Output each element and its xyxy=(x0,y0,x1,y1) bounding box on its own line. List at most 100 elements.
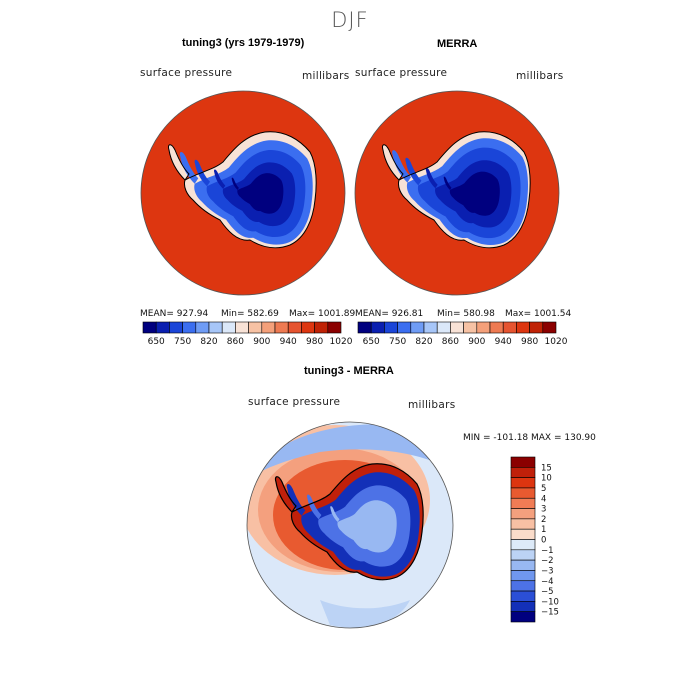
panel-model-max: Max= 1001.89 xyxy=(289,309,356,319)
diff-colorbar-swatch xyxy=(510,508,536,520)
panel-obs-title: MERRA xyxy=(437,38,478,50)
diff-colorbar-tick-label: −4 xyxy=(541,577,554,587)
diff-colorbar-swatch xyxy=(510,539,536,551)
diff-colorbar-tick-label: −15 xyxy=(541,608,559,618)
diff-colorbar-tick-label: 10 xyxy=(541,474,552,484)
panel-model-colorbar-swatch xyxy=(248,321,263,334)
diff-colorbar-swatch xyxy=(510,559,536,571)
panel-obs-colorbar-tick-label: 900 xyxy=(468,337,485,347)
panel-obs-mean: MEAN= 926.81 xyxy=(355,309,424,319)
panel-model-colorbar-swatch xyxy=(261,321,276,334)
panel-obs-colorbar-tick-label: 940 xyxy=(495,337,512,347)
panel-obs-colorbar-tick-label: 1020 xyxy=(545,337,568,347)
diff-colorbar-swatch xyxy=(510,570,536,582)
panel-model-colorbar-swatch xyxy=(274,321,289,334)
panel-obs-colorbar-swatch xyxy=(450,321,464,334)
panel-obs-colorbar-swatch xyxy=(370,321,385,334)
diff-colorbar-swatch xyxy=(510,518,536,530)
panel-model-colorbar-tick-label: 650 xyxy=(148,337,165,347)
diff-panel-minmax: MIN = -101.18 MAX = 130.90 xyxy=(463,433,596,443)
panel-obs-colorbar-tick-label: 980 xyxy=(521,337,538,347)
panel-obs-colorbar-swatch xyxy=(436,321,451,334)
diff-colorbar-swatch xyxy=(510,487,536,499)
panel-model-colorbar-tick-label: 860 xyxy=(227,337,244,347)
diff-colorbar-swatch xyxy=(510,601,536,612)
diff-panel-title: tuning3 - MERRA xyxy=(304,365,394,377)
panel-obs-colorbar-swatch xyxy=(489,321,504,334)
diff-colorbar-tick-label: 1 xyxy=(541,525,546,535)
panel-model-units-label: millibars xyxy=(302,70,350,82)
diff-colorbar-swatch xyxy=(510,497,536,509)
panel-obs-units-label: millibars xyxy=(516,70,564,82)
diff-colorbar-swatch xyxy=(510,467,536,478)
panel-model-colorbar-tick-label: 820 xyxy=(200,337,217,347)
panel-model-colorbar-swatch xyxy=(195,321,210,334)
diff-panel-units-label: millibars xyxy=(408,399,456,411)
panel-model-colorbar-swatch xyxy=(301,321,315,334)
panel-obs-colorbar-swatch xyxy=(397,321,412,334)
panel-obs-colorbar-swatch xyxy=(423,321,438,334)
figure-title: DJF xyxy=(331,8,369,32)
panel-obs-colorbar-swatch xyxy=(410,321,425,334)
panel-model-colorbar-swatch xyxy=(327,321,342,334)
panel-obs-colorbar-swatch xyxy=(357,321,372,334)
panel-obs-colorbar-swatch xyxy=(476,321,491,334)
panel-model-map-border xyxy=(140,90,346,296)
panel-obs-variable-label: surface pressure xyxy=(355,67,448,79)
diff-colorbar-tick-label: 5 xyxy=(541,484,546,494)
panel-model-variable-label: surface pressure xyxy=(140,67,233,79)
diff-colorbar-tick-label: −1 xyxy=(541,546,554,556)
panel-model-title: tuning3 (yrs 1979-1979) xyxy=(182,37,305,49)
diff-colorbar-tick-label: 3 xyxy=(541,505,546,515)
diff-colorbar-tick-label: 0 xyxy=(541,536,546,546)
panel-obs-map-border xyxy=(354,90,560,296)
panel-model-colorbar-tick-label: 1020 xyxy=(330,337,353,347)
diff-colorbar-tick-label: 2 xyxy=(541,515,546,525)
diff-panel-map xyxy=(247,422,453,628)
diff-colorbar-tick-label: −2 xyxy=(541,556,554,566)
diff-colorbar-swatch xyxy=(510,456,536,468)
panel-model-colorbar-swatch xyxy=(287,321,302,334)
panel-model-colorbar-tick-label: 900 xyxy=(253,337,270,347)
panel-model-colorbar-swatch xyxy=(182,321,197,334)
panel-model-colorbar-swatch xyxy=(169,321,183,334)
diff-colorbar-tick-label: 15 xyxy=(541,463,552,473)
panel-obs-colorbar-swatch xyxy=(384,321,398,334)
panel-model-map xyxy=(141,91,345,295)
diff-colorbar-tick-label: −3 xyxy=(541,566,554,576)
panel-model-min: Min= 582.69 xyxy=(221,309,279,319)
panel-model-colorbar-tick-label: 750 xyxy=(174,337,191,347)
diff-colorbar-swatch xyxy=(510,580,536,592)
panel-obs-colorbar-tick-label: 650 xyxy=(363,337,380,347)
diff-colorbar-swatch xyxy=(510,528,536,540)
panel-obs-max: Max= 1001.54 xyxy=(505,309,572,319)
panel-obs-colorbar-swatch xyxy=(463,321,478,334)
diff-colorbar-tick-label: −5 xyxy=(541,587,554,597)
panel-obs-colorbar-tick-label: 820 xyxy=(415,337,432,347)
diff-panel-map-border xyxy=(246,421,454,629)
diff-colorbar-swatch xyxy=(510,611,536,623)
panel-model-mean: MEAN= 927.94 xyxy=(140,309,209,319)
panel-model-colorbar-tick-label: 940 xyxy=(280,337,297,347)
panel-model-colorbar-swatch xyxy=(155,321,170,334)
panel-model-colorbar: 650 750 820 860 900 940 980 1020 xyxy=(142,321,353,347)
panel-obs-colorbar-swatch xyxy=(502,321,517,334)
panel-model-colorbar-swatch xyxy=(142,321,157,334)
panel-obs-colorbar-swatch xyxy=(542,321,557,334)
diff-colorbar-swatch xyxy=(510,549,536,561)
diff-colorbar-tick-label: 4 xyxy=(541,494,546,504)
diff-colorbar-swatch xyxy=(510,477,536,489)
panel-obs-colorbar-tick-label: 860 xyxy=(442,337,459,347)
diff-colorbar-tick-label: −10 xyxy=(541,597,559,607)
diff-panel-variable-label: surface pressure xyxy=(248,396,341,408)
diff-colorbar-swatch xyxy=(510,590,536,602)
panel-model-colorbar-tick-label: 980 xyxy=(306,337,323,347)
panel-model-colorbar-swatch xyxy=(314,321,329,334)
panel-obs-min: Min= 580.98 xyxy=(437,309,495,319)
panel-obs-colorbar-tick-label: 750 xyxy=(389,337,406,347)
panel-model-colorbar-swatch xyxy=(235,321,249,334)
panel-obs-colorbar-swatch xyxy=(529,321,544,334)
panel-obs-colorbar: 650 750 820 860 900 940 980 1020 xyxy=(357,321,568,347)
